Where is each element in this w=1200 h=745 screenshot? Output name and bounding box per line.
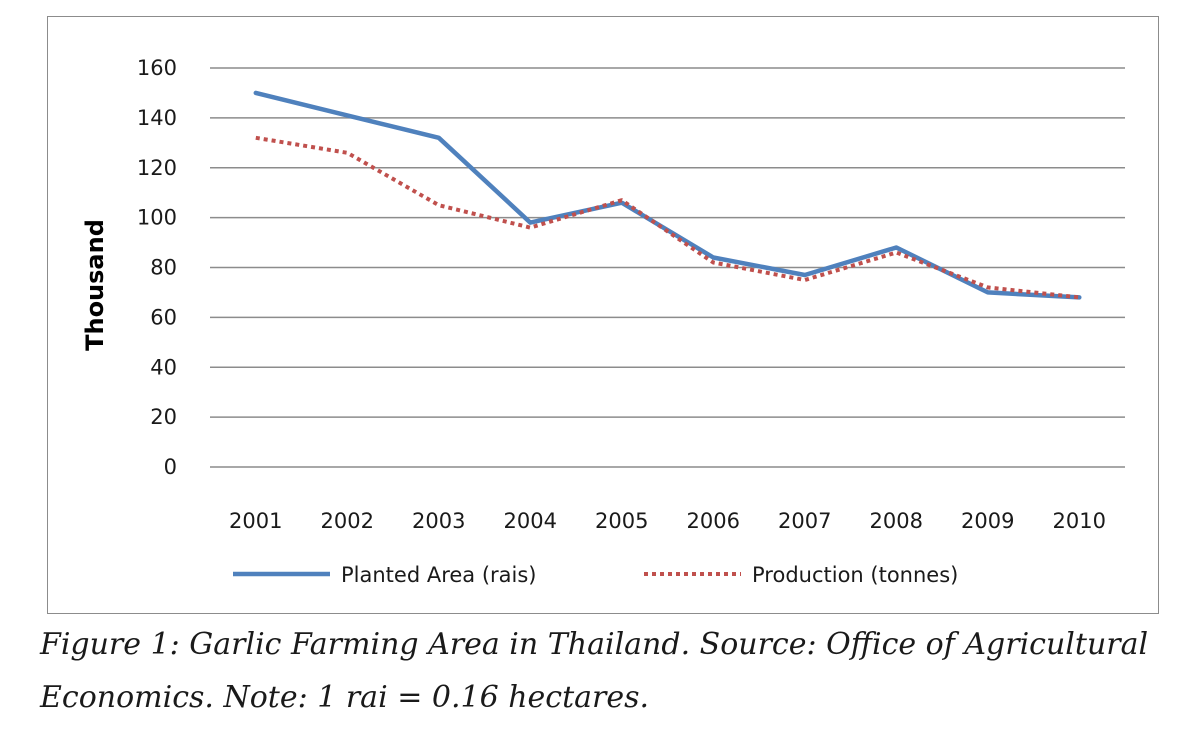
x-tick-label: 2008 bbox=[870, 509, 923, 533]
y-tick-label: 120 bbox=[137, 156, 177, 180]
y-tick-labels: 0 20 40 60 80 100 120 140 160 bbox=[137, 56, 177, 479]
gridlines bbox=[210, 67, 1125, 468]
series-line-planted-area bbox=[253, 90, 1082, 300]
y-tick-label: 80 bbox=[150, 256, 177, 280]
y-tick-label: 100 bbox=[137, 206, 177, 230]
y-tick-label: 160 bbox=[137, 56, 177, 80]
x-tick-label: 2002 bbox=[321, 509, 374, 533]
legend-label-production: Production (tonnes) bbox=[752, 563, 958, 587]
x-tick-label: 2009 bbox=[961, 509, 1014, 533]
x-tick-label: 2005 bbox=[595, 509, 648, 533]
legend: Planted Area (rais) Production (tonnes) bbox=[233, 563, 958, 587]
x-tick-label: 2007 bbox=[778, 509, 831, 533]
figure-caption: Figure 1: Garlic Farming Area in Thailan… bbox=[40, 627, 1149, 715]
legend-label-planted-area: Planted Area (rais) bbox=[341, 563, 537, 587]
series-lines bbox=[253, 90, 1082, 300]
chart-frame bbox=[47, 16, 1159, 614]
y-tick-label: 140 bbox=[137, 106, 177, 130]
x-tick-label: 2004 bbox=[504, 509, 557, 533]
y-tick-label: 20 bbox=[150, 405, 177, 429]
x-tick-labels: 2001 2002 2003 2004 2005 2006 2007 2008 2009 2010 bbox=[229, 509, 1106, 533]
y-tick-label: 0 bbox=[164, 455, 177, 479]
series-line-production bbox=[255, 135, 1080, 300]
x-tick-label: 2010 bbox=[1053, 509, 1106, 533]
y-tick-label: 60 bbox=[150, 305, 177, 329]
x-tick-label: 2003 bbox=[412, 509, 465, 533]
x-tick-label: 2006 bbox=[687, 509, 740, 533]
y-tick-label: 40 bbox=[150, 355, 177, 379]
x-tick-label: 2001 bbox=[229, 509, 282, 533]
y-axis-title: Thousand bbox=[81, 219, 109, 351]
